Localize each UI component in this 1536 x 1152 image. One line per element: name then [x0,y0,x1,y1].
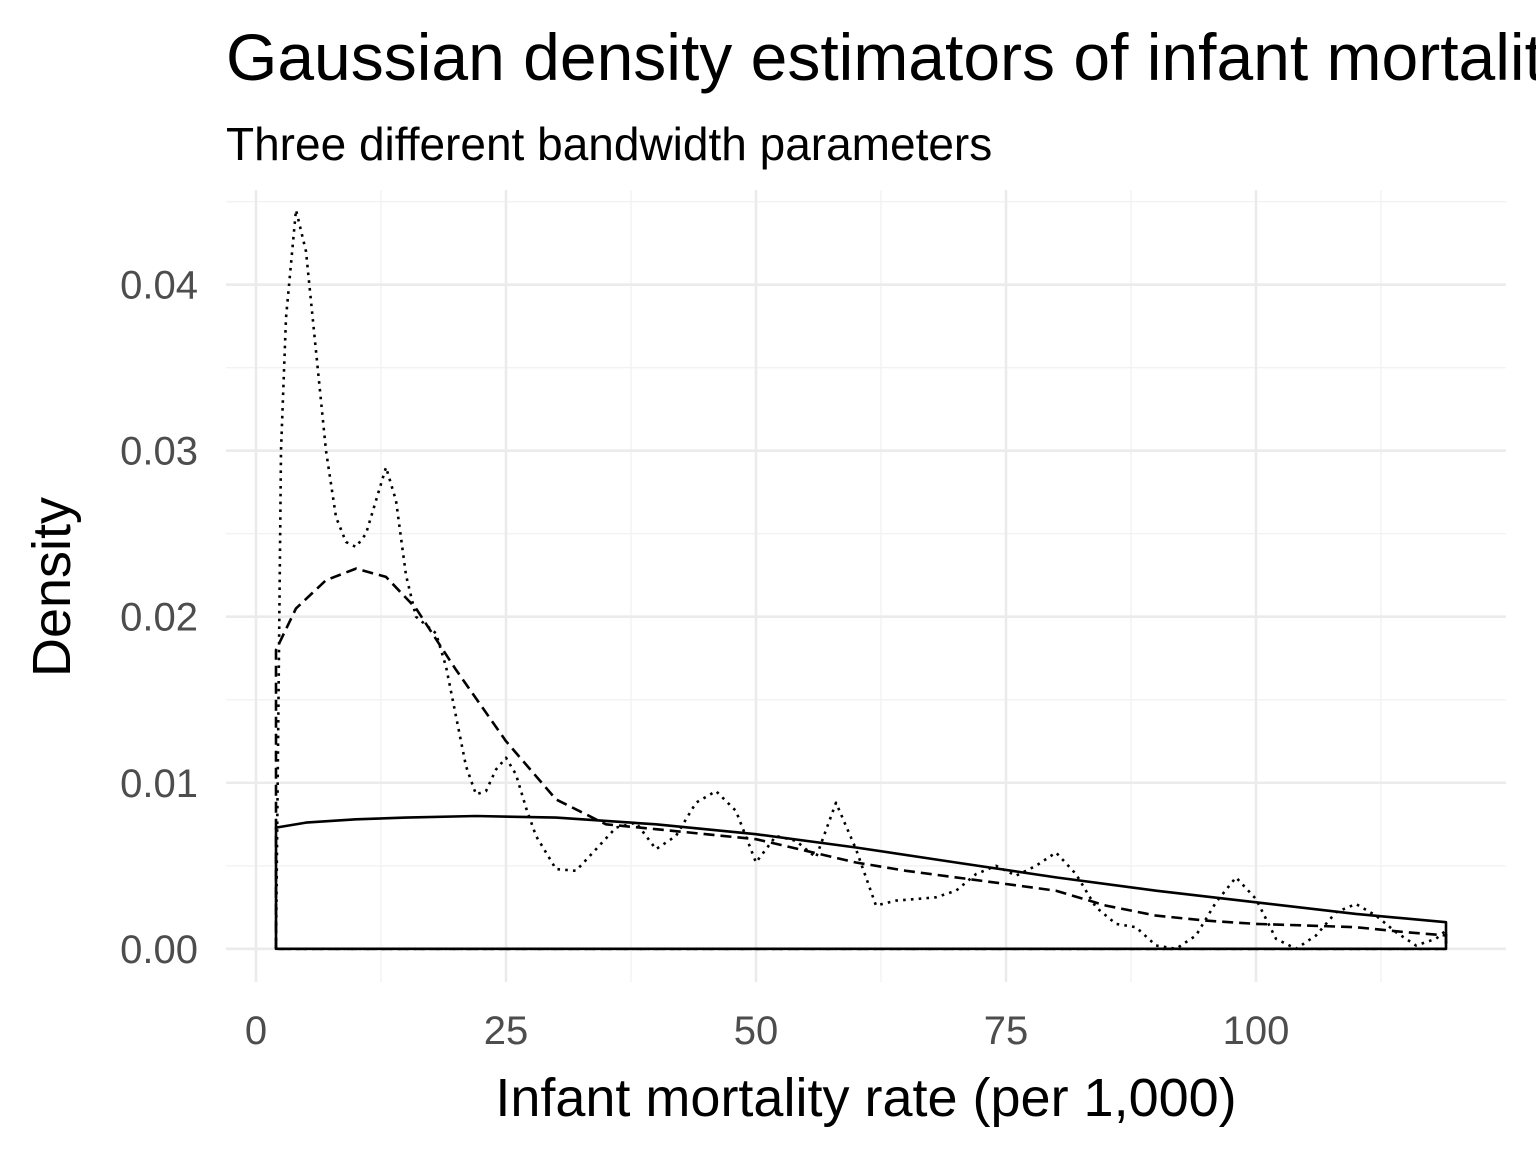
chart-title: Gaussian density estimators of infant mo… [226,20,1536,94]
x-axis-title: Infant mortality rate (per 1,000) [495,1068,1236,1128]
x-tick-label: 50 [734,1009,779,1053]
y-axis-title: Density [22,497,82,677]
density-curve-dotted [274,208,1448,951]
density-curve-dashed [274,567,1448,951]
tick-labels: 0 25 50 75 100 0.00 0.01 0.02 0.03 0.04 [120,264,1289,1053]
y-tick-label: 0.03 [120,430,198,474]
density-curves [274,208,1448,951]
chart-subtitle: Three different bandwidth parameters [226,118,992,170]
y-tick-label: 0.04 [120,264,198,308]
grid [226,190,1506,982]
y-tick-label: 0.00 [120,928,198,972]
y-tick-label: 0.02 [120,596,198,640]
x-tick-label: 25 [484,1009,529,1053]
y-tick-label: 0.01 [120,762,198,806]
density-curve-solid [274,814,1448,951]
x-tick-label: 75 [984,1009,1029,1053]
x-tick-label: 0 [245,1009,267,1053]
x-tick-label: 100 [1223,1009,1290,1053]
